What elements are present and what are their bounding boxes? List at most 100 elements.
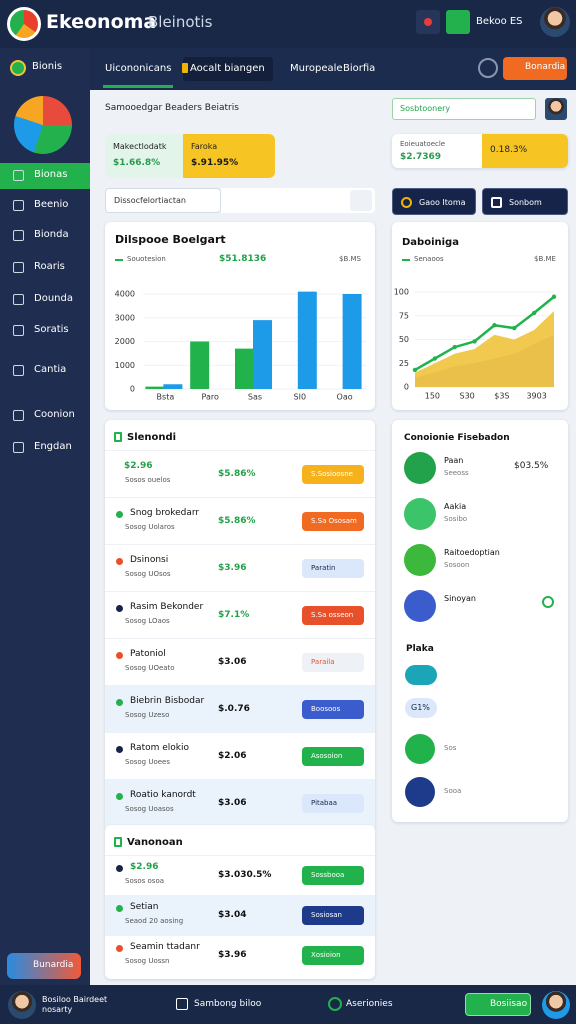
- list-row[interactable]: Seamin ttadanr Sosog Uossn $3.96 Xosioion: [105, 935, 375, 975]
- y-tick-label: 100: [394, 288, 409, 297]
- row-dot: [116, 604, 123, 612]
- feed-card: Conoionie Fisebadon Paan Seeoss $03.5% Aakia…: [392, 420, 568, 822]
- menu-item[interactable]: Cantia: [34, 364, 67, 375]
- search-box[interactable]: Sosbtoonery: [392, 98, 536, 120]
- list-row[interactable]: Patoniol Sosog UOeato $3.06 Paraila: [105, 638, 375, 685]
- list-row[interactable]: Dsinonsi Sosog UOsos $3.96 Paratin: [105, 544, 375, 591]
- nav-tab[interactable]: Aocalt biangen: [190, 63, 265, 74]
- menu-item[interactable]: Soratis: [34, 324, 69, 335]
- row-badge[interactable]: S.Sosioosne: [302, 464, 364, 484]
- menu-item[interactable]: Beenio: [34, 199, 69, 210]
- account-label[interactable]: Bekoo ES: [476, 16, 523, 27]
- row-dot: [116, 745, 123, 753]
- row-dot: [116, 651, 123, 659]
- bar-chart-card: Dilspooe Boelgart Souotesion $51.8136 $B.MS…: [105, 222, 375, 410]
- row-badge[interactable]: Xosioion: [302, 946, 364, 965]
- top-bar: Ekeonoma Bleinotis Bekoo ES: [0, 0, 576, 48]
- row-badge-text: Asosoion: [311, 751, 343, 760]
- row-sub: Sosog Uoees: [125, 757, 170, 766]
- row-dot: [116, 510, 123, 518]
- menu-icon: [13, 294, 24, 305]
- nav-tab[interactable]: Biorfia: [343, 63, 376, 74]
- feed-name: Sinoyan: [444, 594, 476, 603]
- row-name: Seamin ttadanr: [130, 942, 200, 952]
- row-sub: Sosog Uoasos: [125, 804, 174, 813]
- plaka-icon: [405, 777, 435, 807]
- nav-tab[interactable]: Muropeale: [290, 63, 343, 74]
- kpi-card: Eoieuatoecle $2.7369 0.18.3%: [392, 134, 568, 168]
- filter-input[interactable]: Dissocfelortiactan: [105, 188, 221, 213]
- y-tick-label: 0: [130, 385, 135, 394]
- logo: [7, 7, 41, 41]
- menu-item[interactable]: Dounda: [34, 293, 73, 304]
- x-tick-label: 3903: [526, 392, 546, 401]
- list-row[interactable]: $2.96 Sosos ouelos $5.86% S.Sosioosne: [105, 450, 375, 497]
- row-badge[interactable]: Sosiosan: [302, 906, 364, 925]
- kpi-value: $.91.95%: [191, 158, 239, 168]
- sidebar-cta[interactable]: Bunardia: [7, 953, 81, 979]
- list-row[interactable]: Setian Seaod 20 aosing $3.04 Sosiosan: [105, 895, 375, 935]
- nav-tab[interactable]: Uicononicans: [105, 63, 172, 74]
- bar: [145, 386, 165, 389]
- green-button[interactable]: [446, 10, 470, 34]
- list-title-icon: [114, 432, 122, 442]
- cta-button[interactable]: Bonardia: [503, 57, 567, 80]
- list-row[interactable]: Snog brokedarr Sosog Uolaros $5.86% S.Sa Os…: [105, 497, 375, 544]
- row-badge[interactable]: Paraila: [302, 652, 364, 672]
- sidebar-cta-label: Bunardia: [33, 960, 74, 970]
- x-tick-label: Oao: [337, 393, 353, 402]
- point: [531, 310, 537, 316]
- menu-item[interactable]: Engdan: [34, 441, 72, 452]
- list-row[interactable]: Ratom elokio Sosog Uoees $2.06 Asosoion: [105, 732, 375, 779]
- row-badge[interactable]: S.Sa Ososam: [302, 511, 364, 531]
- row-badge[interactable]: Sossbooa: [302, 866, 364, 885]
- kpi-label: Makectlodatk: [113, 142, 167, 151]
- menu-item[interactable]: Bionda: [34, 229, 69, 240]
- row-badge-text: S.Sosioosne: [311, 469, 353, 478]
- row-badge-text: S.Sa Ososam: [311, 516, 357, 525]
- row-amount: $3.04: [218, 910, 247, 920]
- row-badge[interactable]: S.Sa osseon: [302, 605, 364, 625]
- row-amount: $3.96: [218, 562, 247, 573]
- row-amount: $.0.76: [218, 703, 250, 714]
- y-tick-label: 1000: [115, 361, 135, 370]
- menu-icon: [13, 325, 24, 336]
- action-button[interactable]: Gaoo Itoma: [392, 188, 476, 215]
- footer-button[interactable]: Bosiisao: [465, 993, 531, 1016]
- row-badge-text: Paratin: [311, 563, 336, 572]
- row-dot: [116, 792, 123, 800]
- row-badge[interactable]: Paratin: [302, 558, 364, 578]
- list-row[interactable]: $2.96 Sosos osoa $3.030.5% Sossbooa: [105, 855, 375, 895]
- row-badge[interactable]: Boosoos: [302, 699, 364, 719]
- row-sub: Sosog LOaos: [125, 616, 170, 625]
- search-button[interactable]: [478, 58, 498, 78]
- list-row[interactable]: Rasim Bekonder Sosog LOaos $7.1% S.Sa osseo…: [105, 591, 375, 638]
- list-title: Vanonoan: [127, 837, 183, 848]
- action-icon: [401, 197, 412, 208]
- checkbox[interactable]: [176, 998, 188, 1010]
- row-name: Roatio kanordt: [130, 789, 196, 800]
- x-tick-label: Paro: [202, 393, 219, 402]
- action-label: Sonbom: [509, 198, 542, 207]
- row-name: Biebrin Bisbodar: [130, 695, 205, 706]
- row-badge[interactable]: Pitabaa: [302, 793, 364, 813]
- workspace-name[interactable]: Bionis: [32, 61, 63, 72]
- menu-item[interactable]: Coonion: [34, 409, 75, 420]
- row-name: $2.96: [124, 460, 153, 471]
- menu-item[interactable]: Bionas: [34, 169, 68, 180]
- chart-title: Daboiniga: [402, 237, 459, 248]
- row-dot: [116, 557, 123, 565]
- row-amount: $7.1%: [218, 609, 250, 620]
- point: [551, 294, 557, 299]
- action-button[interactable]: Sonbom: [482, 188, 568, 215]
- row-name: Rasim Bekonder: [130, 601, 204, 612]
- list-row[interactable]: Roatio kanordt Sosog Uoasos $3.06 Pitabaa: [105, 779, 375, 826]
- bar: [163, 384, 183, 389]
- chart-title: Dilspooe Boelgart: [115, 233, 226, 246]
- filter-icon[interactable]: [350, 190, 372, 211]
- menu-item[interactable]: Roaris: [34, 261, 65, 272]
- status-icon: [328, 997, 342, 1011]
- list-row[interactable]: Biebrin Bisbodar Sosog Uzeso $.0.76 Boosoos: [105, 685, 375, 732]
- row-badge[interactable]: Asosoion: [302, 746, 364, 766]
